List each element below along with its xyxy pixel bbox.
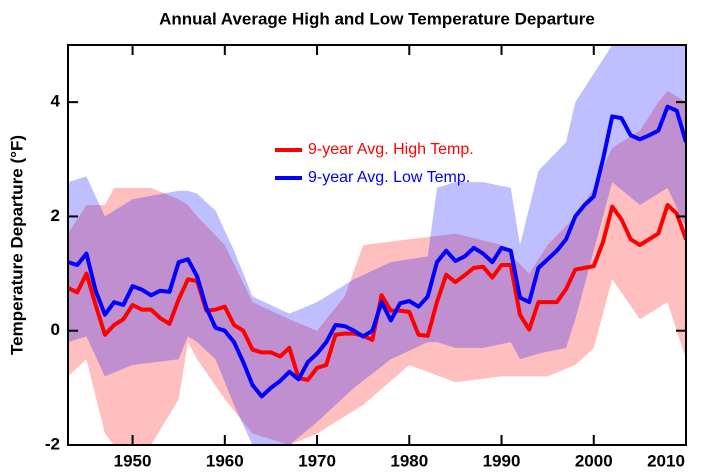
y-tick-label: -2 (45, 434, 60, 453)
x-tick-label: 1990 (483, 451, 521, 470)
legend-label: 9-year Avg. Low Temp. (308, 169, 470, 186)
x-tick-label: 1960 (206, 451, 244, 470)
lines (68, 104, 686, 399)
series-line (68, 104, 686, 399)
x-tick-label: 1980 (390, 451, 428, 470)
y-axis-label: Temperature Departure (°F) (7, 135, 26, 355)
y-tick-label: 0 (51, 320, 60, 339)
bands (68, 45, 686, 445)
x-tick-label: 1970 (298, 451, 336, 470)
y-tick-label: 2 (51, 206, 60, 225)
x-tick-label: 2010 (647, 451, 685, 470)
chart-title: Annual Average High and Low Temperature … (159, 9, 595, 28)
x-tick-label: 2000 (575, 451, 613, 470)
legend-label: 9-year Avg. High Temp. (308, 141, 474, 158)
y-tick-label: 4 (51, 92, 61, 111)
plot-frame (67, 44, 687, 446)
range-band (68, 90, 686, 445)
range-band (68, 45, 686, 445)
x-tick-label: 1950 (114, 451, 152, 470)
